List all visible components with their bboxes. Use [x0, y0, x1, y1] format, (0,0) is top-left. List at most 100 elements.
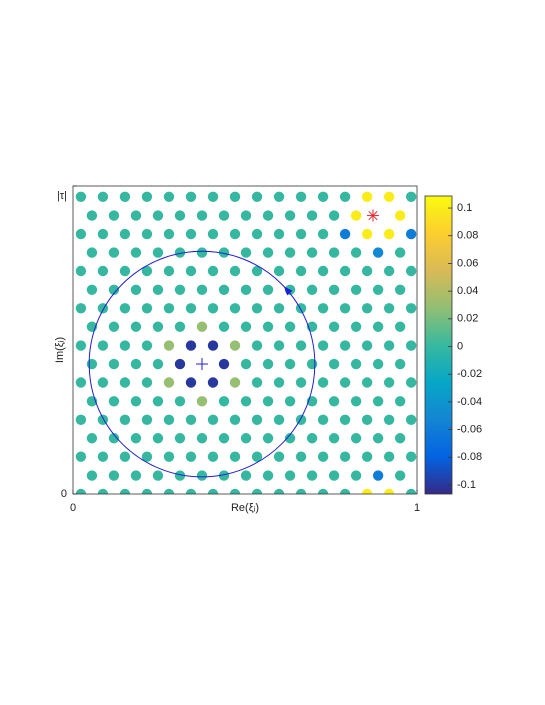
- lattice-point: [350, 433, 362, 444]
- lattice-point: [75, 340, 87, 351]
- lattice-point: [163, 414, 175, 425]
- lattice-point: [108, 396, 120, 407]
- lattice-point: [130, 358, 142, 370]
- lattice-point: [86, 284, 98, 295]
- lattice-point: [372, 321, 384, 332]
- lattice-point: [174, 433, 186, 444]
- lattice-point: [97, 228, 109, 240]
- lattice-point: [229, 451, 241, 462]
- lattice-point: [130, 247, 142, 258]
- lattice-point: [119, 303, 131, 314]
- lattice-point: [339, 488, 351, 494]
- lattice-point: [394, 321, 406, 332]
- lattice-point: [361, 340, 373, 351]
- lattice-point: [229, 377, 241, 388]
- lattice-point: [306, 358, 318, 370]
- lattice-point: [163, 303, 175, 314]
- lattice-point: [383, 303, 395, 314]
- lattice-point: [119, 451, 131, 462]
- lattice-point: [130, 433, 142, 444]
- lattice-point: [251, 451, 263, 462]
- lattice-point: [152, 284, 164, 295]
- lattice-point: [207, 303, 219, 314]
- colorbar-tick-label: 0.06: [457, 257, 478, 269]
- lattice-point: [317, 265, 329, 277]
- lattice-point: [284, 247, 296, 258]
- lattice-point: [350, 247, 362, 258]
- lattice-point: [218, 284, 230, 295]
- lattice-point: [273, 265, 285, 277]
- lattice-point: [174, 396, 186, 407]
- lattice-point: [119, 414, 131, 425]
- lattice-point: [86, 210, 98, 221]
- lattice-point: [383, 377, 395, 388]
- lattice-point: [306, 210, 318, 221]
- lattice-point: [218, 470, 230, 481]
- lattice-point: [361, 414, 373, 425]
- lattice-point: [86, 358, 98, 370]
- lattice-point: [306, 433, 318, 444]
- lattice-point: [262, 470, 274, 481]
- lattice-point: [284, 358, 296, 370]
- lattice-point: [328, 210, 340, 221]
- lattice-point: [262, 433, 274, 444]
- lattice-point: [394, 358, 406, 370]
- y-axis-label: Im(ξᵢ): [54, 337, 66, 363]
- lattice-point: [350, 321, 362, 332]
- lattice-point: [405, 191, 417, 202]
- contour-arrow: [283, 286, 293, 296]
- lattice-point: [207, 488, 219, 494]
- lattice-point: [372, 247, 384, 258]
- lattice-point: [119, 377, 131, 388]
- lattice-point: [273, 451, 285, 462]
- lattice-point: [163, 191, 175, 202]
- lattice-point: [251, 303, 263, 314]
- lattice-point: [152, 396, 164, 407]
- lattice-point: [317, 488, 329, 494]
- lattice-point: [361, 228, 373, 240]
- colorbar-tick-label: 0.04: [457, 285, 478, 297]
- lattice-point: [196, 396, 208, 407]
- lattice-point: [119, 191, 131, 202]
- lattice-point: [130, 210, 142, 221]
- lattice-point: [339, 228, 351, 240]
- lattice-point: [350, 358, 362, 370]
- lattice-point: [240, 396, 252, 407]
- lattice-point: [328, 247, 340, 258]
- lattice-point: [75, 303, 87, 314]
- lattice-point: [284, 210, 296, 221]
- lattice-point: [119, 228, 131, 240]
- x-tick-label: 1: [414, 502, 420, 514]
- lattice-point: [86, 470, 98, 481]
- lattice-point: [317, 228, 329, 240]
- lattice-point: [317, 377, 329, 388]
- lattice-point: [141, 414, 153, 425]
- lattice-point: [196, 284, 208, 295]
- lattice-point: [383, 488, 395, 494]
- lattice-point: [240, 433, 252, 444]
- lattice-point: [97, 191, 109, 202]
- lattice-point: [75, 377, 87, 388]
- lattice-point: [185, 488, 197, 494]
- plot-frame: [72, 185, 418, 495]
- lattice-point: [394, 210, 406, 221]
- lattice-point: [262, 210, 274, 221]
- lattice-point: [240, 470, 252, 481]
- lattice-point: [328, 321, 340, 332]
- lattice-point: [295, 340, 307, 351]
- lattice-point: [97, 340, 109, 351]
- lattice-point: [141, 488, 153, 494]
- lattice-point: [361, 265, 373, 277]
- lattice-point: [383, 265, 395, 277]
- lattice-point: [108, 358, 120, 370]
- lattice-point: [86, 247, 98, 258]
- lattice-point: [240, 358, 252, 370]
- lattice-point: [152, 470, 164, 481]
- lattice-point: [273, 488, 285, 494]
- lattice-point: [141, 303, 153, 314]
- lattice-point: [273, 303, 285, 314]
- lattice-point: [383, 414, 395, 425]
- lattice-point: [218, 433, 230, 444]
